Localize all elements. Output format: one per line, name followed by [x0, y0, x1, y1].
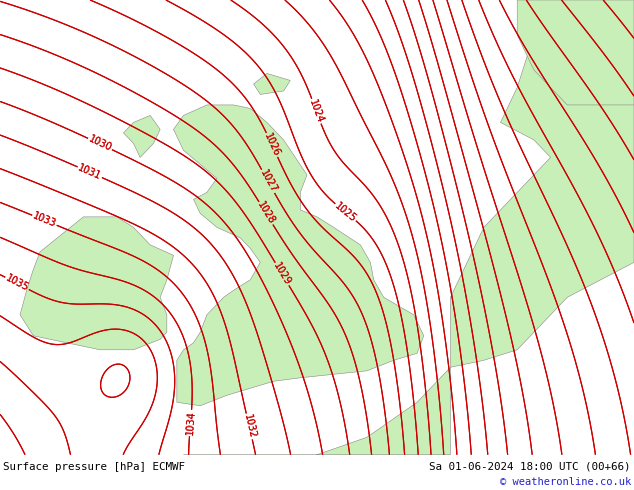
- Text: 1026: 1026: [262, 132, 281, 158]
- Text: 1030: 1030: [87, 134, 113, 154]
- Polygon shape: [20, 217, 174, 350]
- Text: © weatheronline.co.uk: © weatheronline.co.uk: [500, 477, 631, 487]
- Text: 1029: 1029: [271, 261, 293, 287]
- Text: 1025: 1025: [333, 200, 358, 224]
- Polygon shape: [174, 105, 424, 406]
- Text: 1028: 1028: [256, 200, 276, 226]
- Text: 1028: 1028: [256, 200, 276, 226]
- Text: 1035: 1035: [4, 273, 30, 294]
- Text: 1027: 1027: [258, 168, 278, 195]
- Text: 1033: 1033: [31, 211, 58, 229]
- Text: 1024: 1024: [307, 98, 325, 124]
- Polygon shape: [254, 74, 290, 95]
- Polygon shape: [124, 116, 160, 157]
- Text: 1034: 1034: [184, 411, 197, 436]
- Text: 1031: 1031: [77, 163, 103, 182]
- Text: 1035: 1035: [4, 273, 30, 294]
- Text: 1034: 1034: [184, 411, 197, 436]
- Text: 1030: 1030: [87, 134, 113, 154]
- Text: 1032: 1032: [242, 414, 257, 440]
- Polygon shape: [517, 0, 634, 105]
- Text: 1032: 1032: [242, 414, 257, 440]
- Text: Sa 01-06-2024 18:00 UTC (00+66): Sa 01-06-2024 18:00 UTC (00+66): [429, 461, 631, 471]
- Text: Surface pressure [hPa] ECMWF: Surface pressure [hPa] ECMWF: [3, 462, 185, 472]
- Text: 1031: 1031: [77, 163, 103, 182]
- Polygon shape: [183, 368, 451, 479]
- Text: 1024: 1024: [307, 98, 325, 124]
- Text: 1033: 1033: [31, 211, 58, 229]
- Text: 1026: 1026: [262, 132, 281, 158]
- Polygon shape: [451, 0, 634, 368]
- Text: 1027: 1027: [258, 168, 278, 195]
- Text: 1029: 1029: [271, 261, 293, 287]
- Text: 1025: 1025: [333, 200, 358, 224]
